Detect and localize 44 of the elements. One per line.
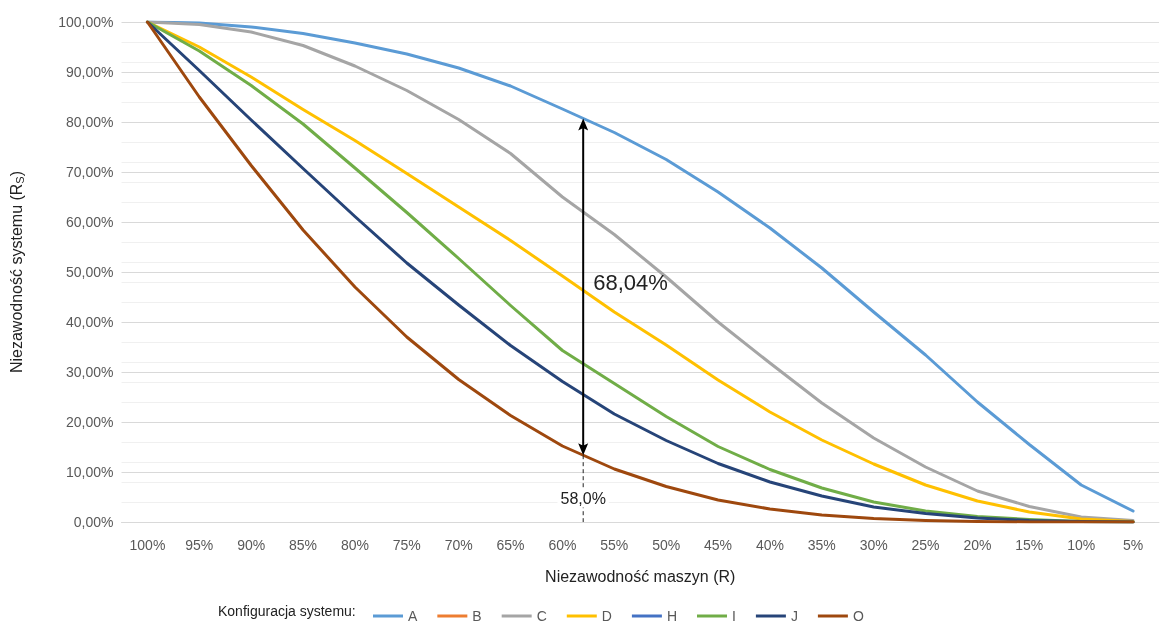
- ref-line-label: 58,0%: [560, 490, 606, 508]
- x-tick-label: 10%: [1067, 537, 1096, 553]
- y-tick-label: 60,00%: [66, 214, 114, 230]
- x-axis-title: Niezawodność maszyn (R): [545, 567, 736, 585]
- legend-label: D: [601, 608, 612, 624]
- annotation: 68,04%: [593, 269, 668, 295]
- legend-label: H: [666, 608, 678, 624]
- x-tick-label: 5%: [1122, 537, 1144, 553]
- y-tick-label: 50,00%: [66, 264, 114, 280]
- y-tick-label: 80,00%: [66, 114, 114, 130]
- y-tick-label: 10,00%: [66, 464, 114, 480]
- x-tick-label: 25%: [911, 537, 940, 553]
- x-tick-label: 75%: [392, 537, 421, 553]
- x-tick-label: 50%: [652, 537, 681, 553]
- y-tick-label: 70,00%: [66, 164, 114, 180]
- y-tick-label: 20,00%: [66, 414, 114, 430]
- legend-title: Konfiguracja systemu:: [218, 603, 356, 619]
- x-tick-label: 90%: [237, 537, 266, 553]
- legend-label: O: [852, 608, 864, 624]
- x-tick-label: 55%: [600, 537, 629, 553]
- x-tick-label: 35%: [807, 537, 836, 553]
- x-tick-label: 85%: [289, 537, 318, 553]
- x-tick-label: 15%: [1015, 537, 1044, 553]
- y-tick-label: 0,00%: [73, 514, 114, 530]
- x-tick-label: 65%: [496, 537, 525, 553]
- y-tick-label: 100,00%: [58, 14, 114, 30]
- y-tick-label: 40,00%: [66, 314, 114, 330]
- x-tick-label: 70%: [444, 537, 473, 553]
- legend-label: I: [732, 608, 736, 624]
- x-tick-label: 95%: [185, 537, 214, 553]
- legend-label: A: [408, 608, 418, 624]
- y-axis-title: Niezawodność systemu (RS): [7, 170, 26, 374]
- x-tick-label: 80%: [340, 537, 369, 553]
- legend-label: C: [536, 608, 547, 624]
- x-tick-label: 20%: [963, 537, 992, 553]
- x-tick-label: 40%: [755, 537, 784, 553]
- y-tick-label: 90,00%: [66, 64, 114, 80]
- legend-label: B: [472, 608, 482, 624]
- legend-label: J: [790, 608, 798, 624]
- x-tick-label: 45%: [704, 537, 733, 553]
- y-tick-label: 30,00%: [66, 364, 114, 380]
- x-tick-label: 30%: [859, 537, 888, 553]
- x-tick-label: 60%: [548, 537, 577, 553]
- x-tick-label: 100%: [129, 537, 166, 553]
